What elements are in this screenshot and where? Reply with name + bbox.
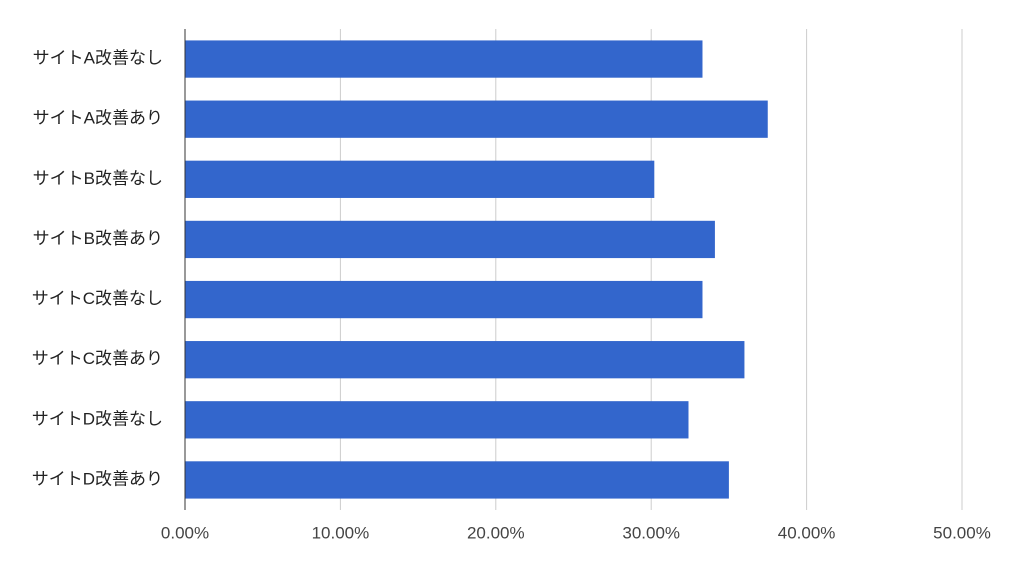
bar	[185, 401, 689, 439]
x-tick-label: 40.00%	[778, 523, 836, 542]
x-tick-label: 30.00%	[622, 523, 680, 542]
y-tick-label: サイトA改善あり	[33, 109, 163, 128]
bar	[185, 100, 768, 138]
x-tick-label: 10.00%	[312, 523, 370, 542]
y-tick-label: サイトA改善なし	[33, 49, 163, 68]
y-tick-label: サイトC改善あり	[32, 349, 163, 368]
bar	[185, 280, 703, 319]
y-tick-label: サイトD改善あり	[32, 469, 163, 488]
y-tick-label: サイトD改善なし	[32, 409, 163, 428]
y-tick-label: サイトB改善あり	[33, 229, 163, 248]
x-tick-label: 50.00%	[933, 523, 991, 542]
bar	[185, 160, 655, 198]
bar	[185, 40, 703, 78]
bar	[185, 220, 715, 259]
x-tick-label: 0.00%	[161, 523, 209, 542]
bar	[185, 461, 729, 499]
x-tick-label: 20.00%	[467, 523, 525, 542]
y-tick-label: サイトB改善なし	[33, 169, 163, 188]
y-tick-label: サイトC改善なし	[32, 289, 163, 308]
bar	[185, 341, 745, 379]
